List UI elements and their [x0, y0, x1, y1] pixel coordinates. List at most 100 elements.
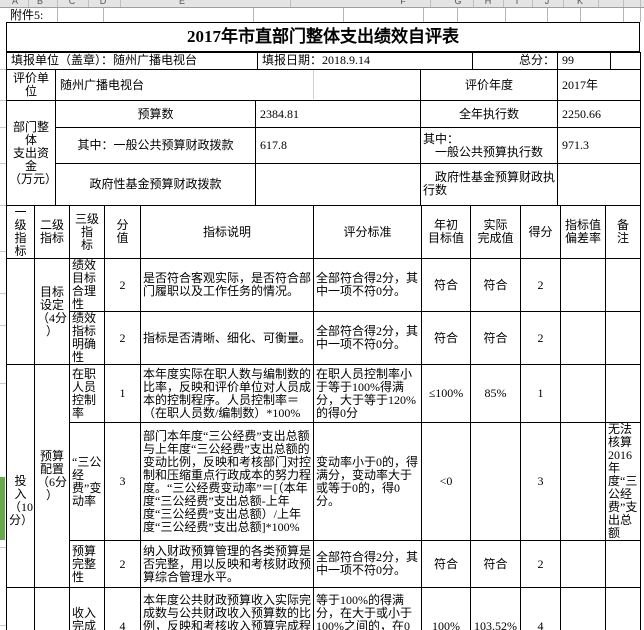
- cell-budget-sub-label[interactable]: 其中：一般公共预算财政拨款: [55, 127, 256, 164]
- column-letter[interactable]: D: [99, 0, 107, 6]
- header-level3[interactable]: 三级指 标: [69, 205, 105, 259]
- cell-exec-sub-value[interactable]: 971.3: [557, 127, 642, 164]
- cell-level1[interactable]: [6, 587, 35, 630]
- cell-eval-year-label[interactable]: 评价年度: [420, 69, 559, 101]
- cell-desc[interactable]: 纳入财政预算管理的各类预算是否完整，用以反映和考核财政预算综合管理水平。: [140, 540, 314, 588]
- column-letter[interactable]: B: [36, 0, 44, 6]
- cell-points[interactable]: 1: [104, 364, 141, 423]
- cell-budget-fund-value[interactable]: [254, 163, 422, 207]
- cell-desc[interactable]: 是否符合客观实际，是否符合部门履职以及工作任务的情况。: [140, 258, 314, 312]
- cell-criteria[interactable]: 等于100%的得满分，在大于或小于100%之间的，在0和满分之间计算确定。: [313, 587, 422, 630]
- cell-level3[interactable]: 在职人员控制率: [69, 364, 105, 423]
- cell-points[interactable]: 3: [104, 422, 141, 541]
- cell-report-unit[interactable]: 填报单位（盖章）：随州广播电视台: [6, 52, 258, 71]
- cell-funds-group-label[interactable]: 部门整体 支出资金 （万元）: [6, 100, 56, 206]
- column-letter[interactable]: K: [576, 0, 584, 6]
- cell-note[interactable]: [605, 540, 641, 588]
- cell-criteria[interactable]: 全部符合得2分，其中一项不符0分。: [313, 540, 422, 588]
- cell-score[interactable]: 2: [520, 258, 561, 312]
- cell-level2-budget[interactable]: 预算 配置 （6分 ）: [34, 364, 70, 588]
- cell-note[interactable]: 无法核算2016年度“三公经费”支出总额: [605, 422, 641, 541]
- column-letter[interactable]: G: [454, 0, 462, 6]
- cell-level3[interactable]: “三公经费”变动率: [69, 422, 105, 541]
- cell-total-value[interactable]: 99: [557, 52, 611, 71]
- header-level2[interactable]: 二级 指标: [34, 205, 70, 259]
- cell-desc[interactable]: 指标是否清晰、细化、可衡量。: [140, 311, 314, 365]
- header-criteria[interactable]: 评分标准: [313, 205, 422, 259]
- column-letter[interactable]: C: [68, 0, 76, 6]
- cell-budget-fund-label[interactable]: 政府性基金预算财政拨款: [55, 163, 256, 207]
- cell-note[interactable]: [605, 311, 641, 365]
- cell-criteria[interactable]: 在职人员控制率小于等于100%得满分，大于等于120%的得0分: [313, 364, 422, 423]
- column-letter[interactable]: H: [484, 0, 492, 6]
- cell-actual[interactable]: 85%: [470, 364, 521, 423]
- cell-exec-fund-value[interactable]: [557, 163, 642, 207]
- cell-points[interactable]: 2: [104, 311, 141, 365]
- page-title[interactable]: 2017年市直部门整体支出绩效自评表: [6, 22, 640, 52]
- cell-score[interactable]: 3: [520, 422, 561, 541]
- cell-desc[interactable]: 部门本年度“三公经费”支出总额与上年度“三公经费”支出总额的变动比例，反映和考核…: [140, 422, 314, 541]
- cell-deviation[interactable]: [560, 422, 606, 541]
- column-letter[interactable]: I: [515, 0, 519, 6]
- header-target[interactable]: 年初 目标值: [421, 205, 471, 259]
- cell-budget-sub-value[interactable]: 617.8: [254, 127, 422, 164]
- header-deviation[interactable]: 指标值 偏差率: [560, 205, 606, 259]
- cell-criteria[interactable]: 变动率小于0的，得满分，变动率大于或等于0的，得0分。: [313, 422, 422, 541]
- cell-actual[interactable]: 103.52%: [470, 587, 521, 630]
- cell-target[interactable]: <0: [421, 422, 471, 541]
- cell-level3[interactable]: 预算完整性: [69, 540, 105, 588]
- header-points[interactable]: 分 值: [104, 205, 141, 259]
- cell-actual[interactable]: 符合: [470, 540, 521, 588]
- header-note[interactable]: 备 注: [605, 205, 641, 259]
- cell-level3[interactable]: 绩效目标合理性: [69, 258, 105, 312]
- cell-level1-intake[interactable]: 投入 （10 分）: [6, 364, 35, 588]
- cell-criteria[interactable]: 全部符合得2分，其中一项不符0分。: [313, 258, 422, 312]
- cell-eval-year-value[interactable]: 2017年: [557, 69, 642, 101]
- cell-score[interactable]: 1: [520, 364, 561, 423]
- cell-points[interactable]: 2: [104, 258, 141, 312]
- cell-actual[interactable]: 符合: [470, 311, 521, 365]
- cell-deviation[interactable]: [560, 540, 606, 588]
- column-letter[interactable]: J: [544, 0, 550, 6]
- cell-deviation[interactable]: [560, 311, 606, 365]
- cell-report-date[interactable]: 填报日期：2018.9.14: [257, 52, 473, 71]
- cell-level2[interactable]: [34, 587, 70, 630]
- cell-exec-label[interactable]: 全年执行数: [420, 100, 559, 128]
- cell-target[interactable]: 符合: [421, 540, 471, 588]
- cell-eval-unit-label[interactable]: 评价单位: [6, 69, 56, 101]
- column-letter[interactable]: A: [11, 0, 19, 6]
- cell-exec-fund-label[interactable]: 政府性基金预算财政执行数: [420, 163, 559, 207]
- cell-level1[interactable]: [6, 258, 35, 365]
- cell-actual[interactable]: [470, 422, 521, 541]
- header-actual[interactable]: 实际 完成值: [470, 205, 521, 259]
- cell-level3[interactable]: 绩效指标明确性: [69, 311, 105, 365]
- cell-points[interactable]: 4: [104, 587, 141, 630]
- cell-actual[interactable]: 符合: [470, 258, 521, 312]
- header-score[interactable]: 得分: [520, 205, 561, 259]
- cell-score[interactable]: 2: [520, 311, 561, 365]
- cell-budget-label[interactable]: 预算数: [55, 100, 256, 128]
- cell-target[interactable]: 符合: [421, 311, 471, 365]
- cell-note[interactable]: [605, 587, 641, 630]
- cell-points[interactable]: 2: [104, 540, 141, 588]
- header-level1[interactable]: 一级指标: [6, 205, 35, 259]
- cell-target[interactable]: ≤100%: [421, 364, 471, 423]
- cell-deviation[interactable]: [560, 258, 606, 312]
- header-desc[interactable]: 指标说明: [140, 205, 314, 259]
- cell-note[interactable]: [605, 364, 641, 423]
- cell-exec-value[interactable]: 2250.66: [557, 100, 642, 128]
- cell-target[interactable]: 100%: [421, 587, 471, 630]
- cell-deviation[interactable]: [560, 364, 606, 423]
- cell-desc[interactable]: 本年度公共财政预算收入实际完成数与公共财政收入预算数的比例，反映和考核收入预算完…: [140, 587, 314, 630]
- cell-criteria[interactable]: 全部符合得2分，其中一项不符0分。: [313, 311, 422, 365]
- cell-level3[interactable]: 收入完成率: [69, 587, 105, 630]
- cell-note[interactable]: [605, 258, 641, 312]
- cell-deviation[interactable]: [560, 587, 606, 630]
- cell-score[interactable]: 4: [520, 587, 561, 630]
- cell-budget-value[interactable]: 2384.81: [254, 100, 422, 128]
- cell-target[interactable]: 符合: [421, 258, 471, 312]
- cell-empty[interactable]: [610, 52, 641, 71]
- cell-desc[interactable]: 本年度实际在职人数与编制数的比率，反映和评价单位对人员成本的控制程序。人员控制率…: [140, 364, 314, 423]
- column-letter[interactable]: F: [400, 0, 406, 6]
- column-letter[interactable]: E: [178, 0, 186, 6]
